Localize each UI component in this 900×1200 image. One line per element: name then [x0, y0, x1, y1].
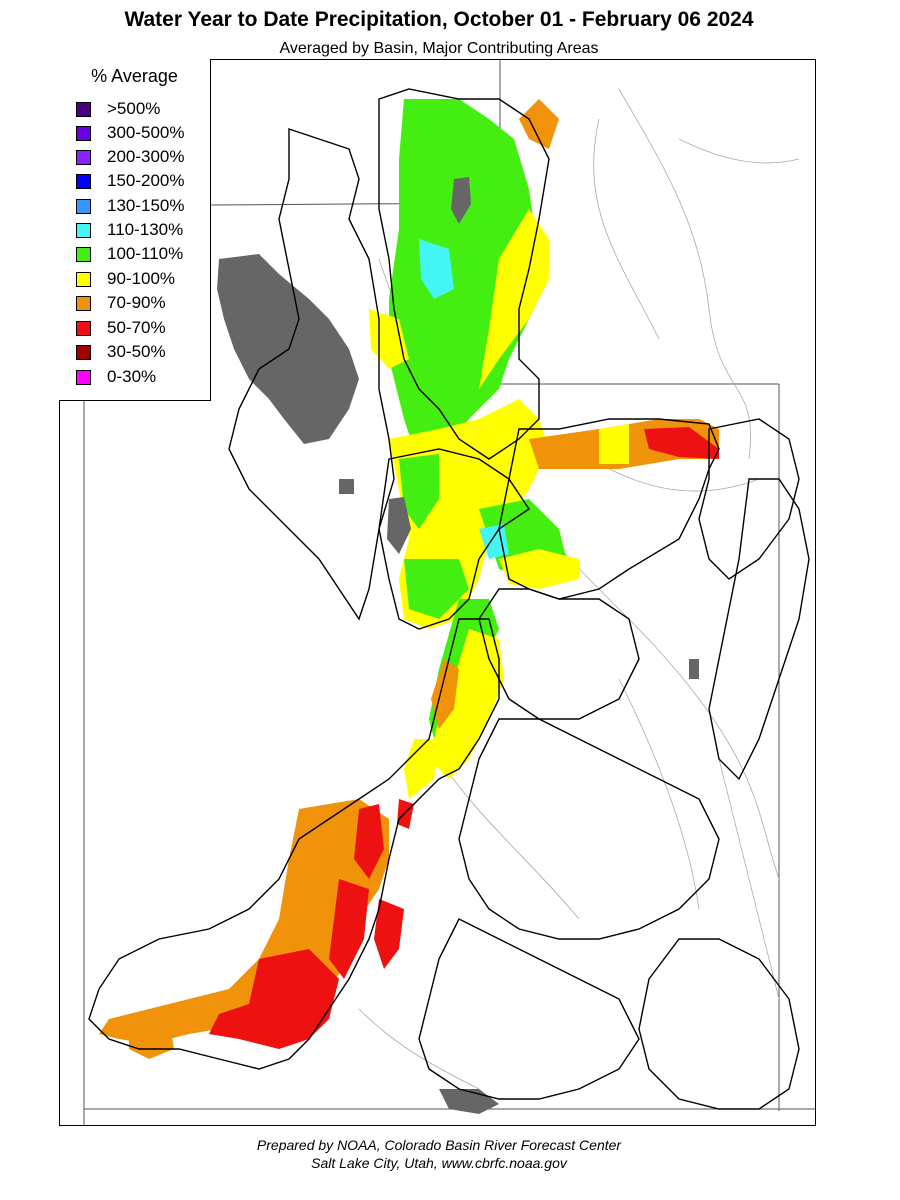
map-title: Water Year to Date Precipitation, Octobe…	[124, 8, 754, 31]
legend-label: 150-200%	[107, 171, 185, 190]
footer-location: Salt Lake City, Utah, www.cbrfc.noaa.gov	[311, 1155, 567, 1171]
legend-item: 70-90%	[76, 293, 166, 313]
legend-label: 130-150%	[107, 196, 185, 215]
legend-label: 90-100%	[107, 269, 176, 288]
legend-swatch	[76, 369, 91, 385]
legend-item: 100-110%	[76, 244, 183, 264]
legend-label: 100-110%	[107, 244, 184, 263]
legend-label: 110-130%	[107, 220, 184, 239]
utah-lake	[387, 497, 411, 554]
legend: % Average >500% 300-500% 200-300% 150-20…	[59, 59, 211, 401]
legend-swatch	[76, 344, 91, 360]
small-reservoir	[689, 659, 699, 679]
legend-item: 200-300%	[76, 147, 185, 167]
legend-item: 50-70%	[76, 318, 166, 338]
legend-item: 130-150%	[76, 196, 185, 216]
legend-swatch	[76, 198, 91, 214]
legend-item: 300-500%	[76, 123, 185, 143]
legend-label: 50-70%	[107, 318, 166, 337]
legend-item: 90-100%	[76, 269, 175, 289]
legend-item: 30-50%	[76, 342, 166, 362]
legend-item: 110-130%	[76, 220, 183, 240]
precipitation-map	[59, 59, 816, 1126]
legend-swatch	[76, 320, 91, 336]
legend-item: >500%	[76, 99, 160, 119]
legend-label: 70-90%	[107, 293, 166, 312]
bear-lake	[451, 177, 471, 224]
legend-swatch	[76, 246, 91, 262]
legend-swatch	[76, 222, 91, 238]
legend-item: 150-200%	[76, 171, 185, 191]
legend-swatch	[76, 125, 91, 141]
legend-label: >500%	[107, 99, 161, 118]
legend-swatch	[76, 173, 91, 189]
legend-swatch	[76, 295, 91, 311]
basin-boundaries	[88, 88, 810, 1110]
legend-swatch	[76, 271, 91, 287]
legend-item: 0-30%	[76, 367, 156, 387]
legend-label: 200-300%	[107, 147, 185, 166]
legend-swatch	[76, 101, 91, 117]
legend-title: % Average	[91, 66, 178, 86]
legend-swatch	[76, 149, 91, 165]
small-lake	[339, 479, 354, 494]
legend-label: 0-30%	[107, 367, 157, 386]
legend-label: 300-500%	[107, 123, 185, 142]
legend-label: 30-50%	[107, 342, 166, 361]
precipitation-fills	[99, 99, 719, 1059]
map-subtitle: Averaged by Basin, Major Contributing Ar…	[279, 40, 599, 57]
footer-credit: Prepared by NOAA, Colorado Basin River F…	[256, 1137, 622, 1153]
